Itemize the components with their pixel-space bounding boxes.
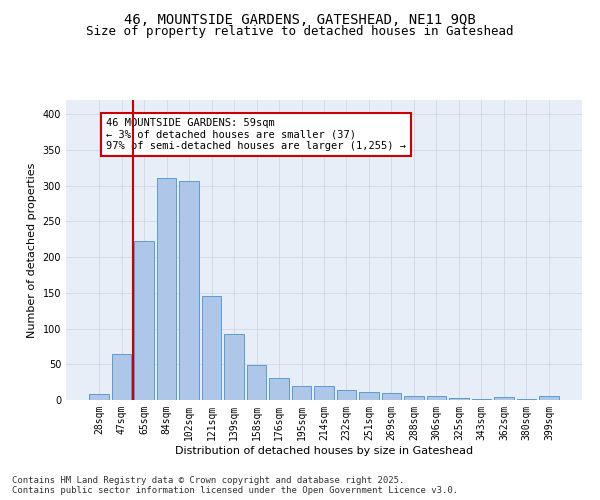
- Bar: [449, 398, 469, 400]
- Bar: [517, 398, 536, 400]
- Bar: [337, 390, 356, 400]
- Bar: [202, 296, 221, 400]
- Bar: [269, 378, 289, 400]
- Text: Contains HM Land Registry data © Crown copyright and database right 2025.
Contai: Contains HM Land Registry data © Crown c…: [12, 476, 458, 495]
- Bar: [89, 394, 109, 400]
- Text: 46, MOUNTSIDE GARDENS, GATESHEAD, NE11 9QB: 46, MOUNTSIDE GARDENS, GATESHEAD, NE11 9…: [124, 12, 476, 26]
- X-axis label: Distribution of detached houses by size in Gateshead: Distribution of detached houses by size …: [175, 446, 473, 456]
- Bar: [382, 393, 401, 400]
- Bar: [472, 398, 491, 400]
- Bar: [494, 397, 514, 400]
- Bar: [247, 365, 266, 400]
- Bar: [404, 396, 424, 400]
- Bar: [427, 396, 446, 400]
- Text: 46 MOUNTSIDE GARDENS: 59sqm
← 3% of detached houses are smaller (37)
97% of semi: 46 MOUNTSIDE GARDENS: 59sqm ← 3% of deta…: [106, 118, 406, 151]
- Bar: [134, 242, 154, 400]
- Bar: [539, 396, 559, 400]
- Bar: [359, 392, 379, 400]
- Bar: [112, 354, 131, 400]
- Bar: [157, 178, 176, 400]
- Bar: [179, 180, 199, 400]
- Bar: [224, 334, 244, 400]
- Bar: [292, 386, 311, 400]
- Bar: [314, 386, 334, 400]
- Text: Size of property relative to detached houses in Gateshead: Size of property relative to detached ho…: [86, 25, 514, 38]
- Y-axis label: Number of detached properties: Number of detached properties: [27, 162, 37, 338]
